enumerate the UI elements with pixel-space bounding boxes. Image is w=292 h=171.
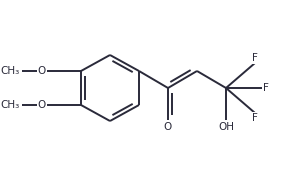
Text: OH: OH <box>218 122 234 132</box>
Text: O: O <box>38 66 46 76</box>
Text: F: F <box>263 83 269 93</box>
Text: CH₃: CH₃ <box>1 66 20 76</box>
Text: O: O <box>38 100 46 110</box>
Text: O: O <box>164 122 172 132</box>
Text: F: F <box>252 113 258 123</box>
Text: F: F <box>252 53 258 63</box>
Text: CH₃: CH₃ <box>1 100 20 110</box>
